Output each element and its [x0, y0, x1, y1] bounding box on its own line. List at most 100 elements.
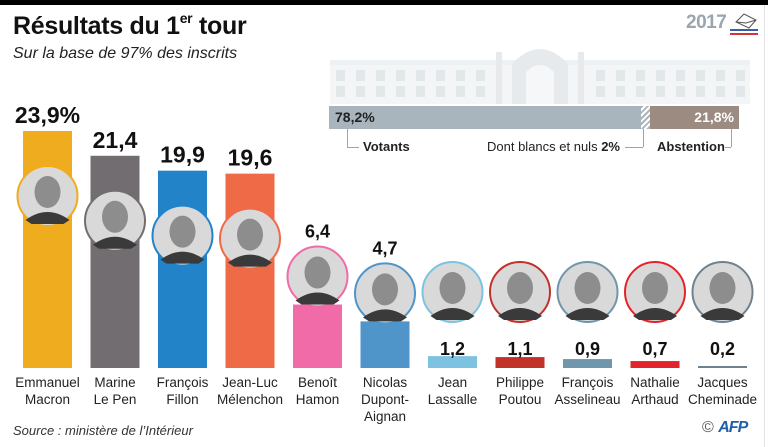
- building-window: [696, 70, 705, 81]
- value-label: 19,6: [228, 145, 273, 171]
- building-window: [616, 86, 625, 97]
- abstention-connector: [731, 129, 732, 147]
- election-2017-logo: 2017: [686, 12, 758, 36]
- top-bar: [0, 0, 768, 5]
- building-window: [396, 86, 405, 97]
- bar-7: [428, 356, 477, 368]
- building-window: [596, 86, 605, 97]
- blancs-nuls-segment: [641, 106, 650, 129]
- candidate-name: Marine Le Pen: [75, 374, 155, 408]
- building-window: [456, 70, 465, 81]
- portrait-shoulders: [700, 308, 745, 320]
- candidate-name-line: Philippe: [495, 375, 545, 390]
- abstention-label: Abstention: [657, 139, 725, 154]
- candidate-name: Jean Lassalle: [413, 374, 493, 408]
- candidate-name: Nathalie Arthaud: [615, 374, 695, 408]
- portrait-shoulders: [228, 254, 272, 267]
- building-window: [676, 70, 685, 81]
- building-window: [356, 86, 365, 97]
- value-label: 21,4: [93, 127, 138, 153]
- votants-value: 78,2%: [335, 109, 375, 125]
- bar-9: [563, 359, 612, 368]
- building-window: [416, 70, 425, 81]
- candidate-name: Emmanuel Macron: [8, 374, 88, 408]
- candidate-name-line: Dupont-: [360, 392, 410, 407]
- candidate-name-line: Emmanuel: [15, 375, 80, 390]
- portrait-shoulders: [565, 308, 610, 320]
- votants-connector-h: [347, 147, 359, 148]
- building-window: [416, 86, 425, 97]
- ballot-envelope-icon: [730, 13, 758, 35]
- blancs-connector-h: [625, 147, 643, 148]
- candidate-name-line: Jacques: [697, 375, 748, 390]
- blancs-nuls-label: Dont blancs et nuls 2%: [487, 139, 620, 154]
- votants-connector: [347, 129, 348, 147]
- candidate-name: François Asselineau: [548, 374, 628, 408]
- building-window: [376, 70, 385, 81]
- candidate-name-line: Poutou: [498, 392, 542, 407]
- building-window: [396, 70, 405, 81]
- candidate-name-line: Hamon: [295, 392, 340, 407]
- candidate-name-line: Cheminade: [687, 392, 758, 407]
- candidate-name-line: Nicolas: [362, 375, 408, 390]
- bar-6: [360, 321, 410, 368]
- subtitle: Sur la base de 97% des inscrits: [13, 45, 238, 62]
- votants-segment: [329, 106, 642, 129]
- bar-10: [630, 361, 680, 368]
- portrait-face: [169, 215, 196, 248]
- source-note: Source : ministère de l’Intérieur: [13, 423, 193, 438]
- candidate-name-line: Le Pen: [93, 392, 137, 407]
- portrait-shoulders: [25, 212, 70, 224]
- candidate-name: Benoît Hamon: [278, 374, 358, 408]
- portrait-face: [304, 256, 331, 289]
- portrait-shoulders: [633, 308, 677, 320]
- right-border: [764, 5, 765, 447]
- bar-4: [225, 173, 275, 368]
- abstention-segment: [649, 106, 739, 129]
- candidate-name-line: Fillon: [166, 392, 199, 407]
- building-window: [476, 70, 485, 81]
- portrait-face: [709, 272, 736, 304]
- bar-2: [90, 155, 140, 368]
- candidate-name: Philippe Poutou: [480, 374, 560, 408]
- candidate-name-line: Asselineau: [554, 392, 621, 407]
- building-window: [656, 86, 665, 97]
- blancs-connector: [643, 129, 644, 147]
- building-window: [716, 70, 725, 81]
- candidate-name: François Fillon: [143, 374, 223, 408]
- building-window: [356, 70, 365, 81]
- portrait-shoulders: [160, 251, 205, 264]
- abstention-value: 21,8%: [694, 109, 734, 125]
- candidate-name: Nicolas Dupont- Aignan: [345, 374, 425, 425]
- portrait-shoulders: [430, 308, 475, 320]
- building-window: [636, 70, 645, 81]
- building-window: [716, 86, 725, 97]
- building-window: [596, 70, 605, 81]
- value-label: 0,2: [710, 339, 735, 359]
- building-window: [696, 86, 705, 97]
- building-window: [336, 86, 345, 97]
- candidate-name-line: Arthaud: [631, 392, 679, 407]
- logo-year: 2017: [686, 12, 727, 33]
- portrait-face: [507, 272, 533, 304]
- building-window: [616, 70, 625, 81]
- candidate-name-line: Nathalie: [630, 375, 680, 390]
- portrait-face: [102, 200, 128, 233]
- candidate-name-line: Jean-Luc: [222, 375, 278, 390]
- portrait-face: [642, 272, 668, 304]
- bar-11: [698, 366, 747, 368]
- building-window: [376, 86, 385, 97]
- portrait-shoulders: [498, 308, 542, 320]
- portrait-shoulders: [295, 292, 340, 305]
- value-label: 19,9: [160, 142, 205, 168]
- afp-credit: © AFP: [702, 419, 748, 436]
- bar-8: [495, 357, 545, 368]
- page-title: Résultats du 1er tour: [13, 10, 247, 40]
- elysee-building-illustration: [330, 49, 750, 104]
- portrait-face: [574, 272, 601, 304]
- value-label: 1,2: [440, 339, 465, 359]
- value-label: 1,1: [507, 339, 532, 359]
- building-window: [336, 70, 345, 81]
- candidate-name: Jean-Luc Mélenchon: [210, 374, 290, 408]
- turnout-bar: 78,2% 21,8%: [329, 106, 739, 129]
